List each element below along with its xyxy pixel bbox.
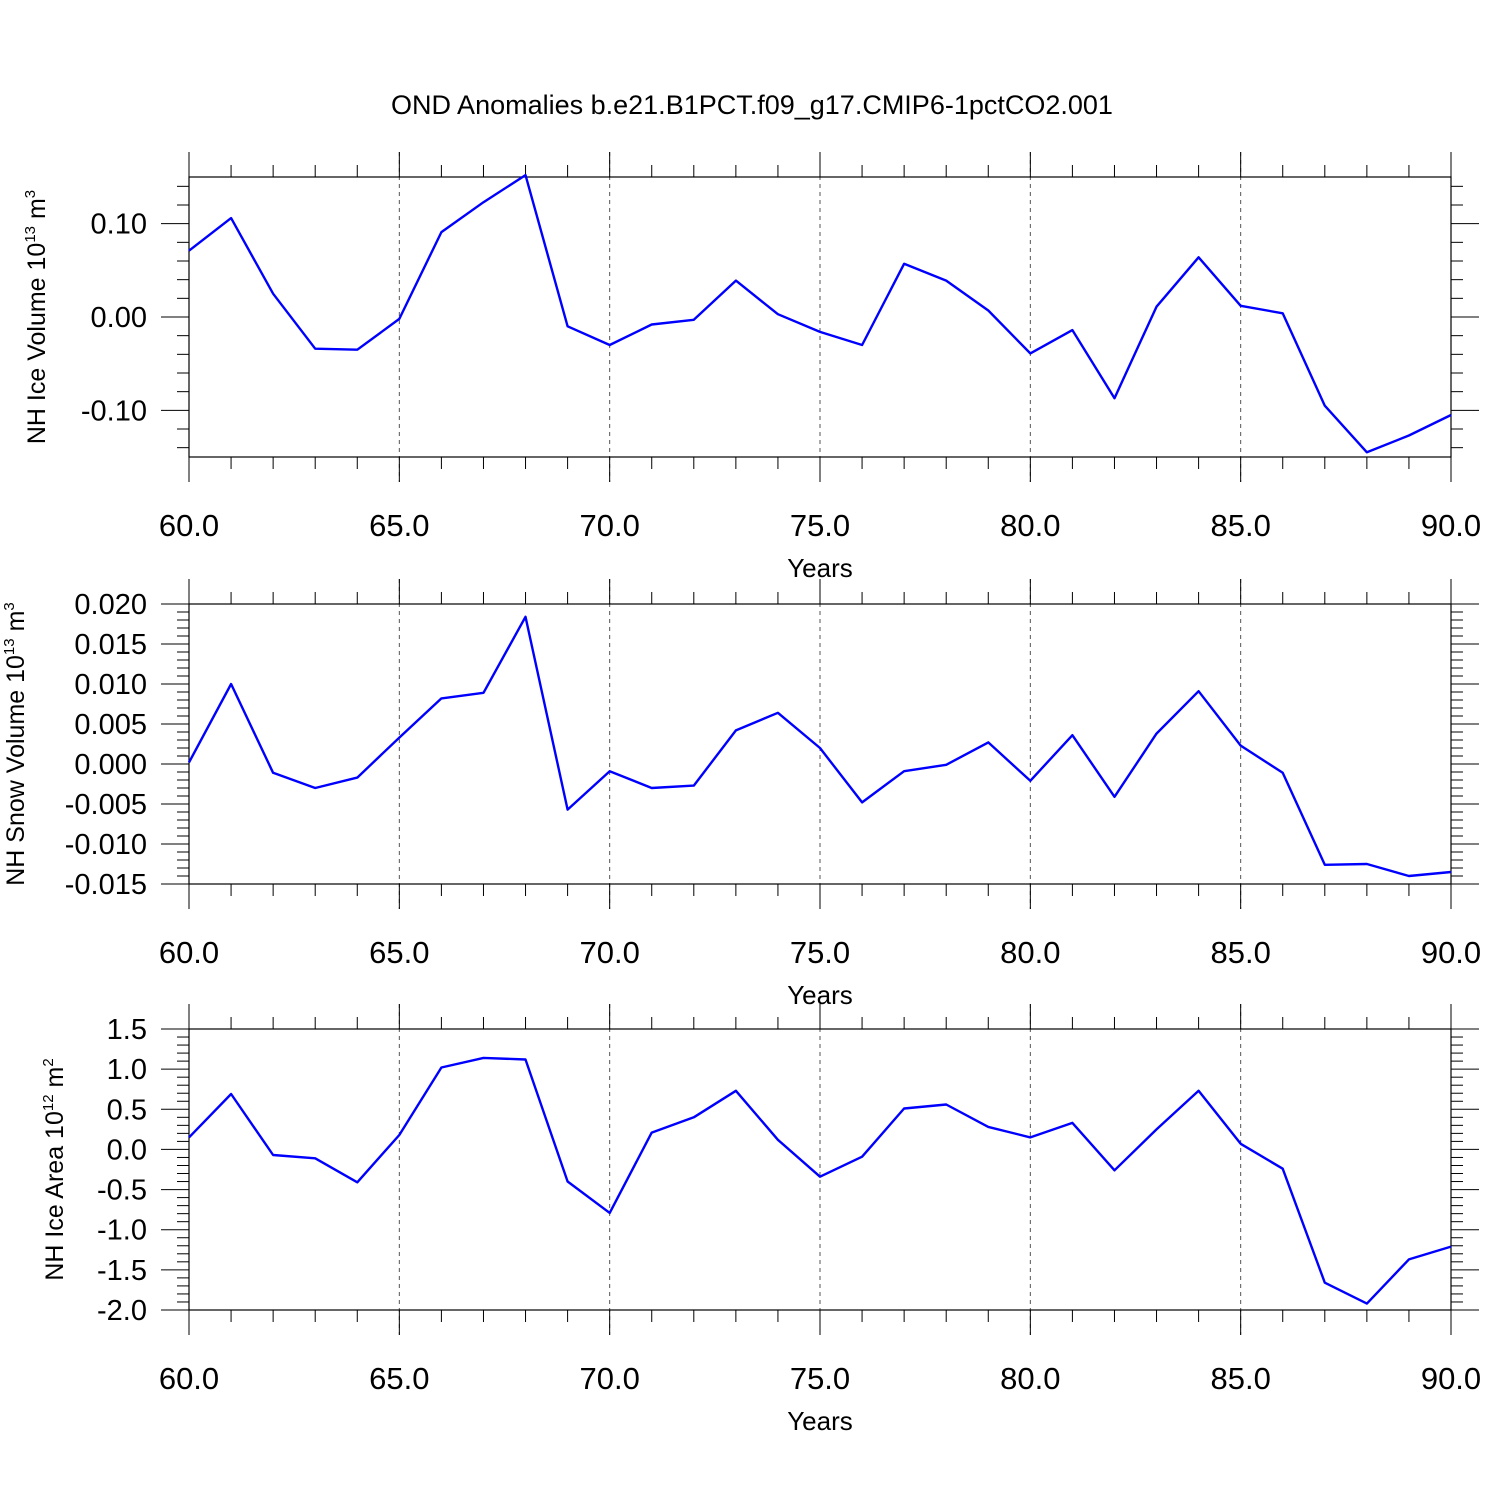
y-tick-label: 0.5 (107, 1094, 147, 1126)
x-tick-label: 75.0 (790, 1361, 850, 1396)
x-tick-label: 70.0 (579, 1361, 639, 1396)
x-tick-label: 60.0 (159, 508, 219, 543)
y-tick-label: -0.5 (97, 1175, 147, 1207)
panel-1: 60.0 65.0 70.0 75.0 80.0 85.0 90.0 -0.10 0.00 0.1… (22, 152, 1481, 583)
x-tick-label: 80.0 (1000, 1361, 1060, 1396)
y-tick-label: -0.010 (65, 829, 147, 861)
y-tick-label: 0.015 (74, 629, 147, 661)
y-axis-title-unit-exponent: 3 (1, 602, 18, 610)
series-line (187, 615, 1452, 878)
y-tick-label: 1.0 (107, 1054, 147, 1086)
y-tick-label: 0.010 (74, 669, 147, 701)
x-tick-label: 65.0 (369, 935, 429, 970)
plot-frame (188, 603, 1452, 885)
y-axis-title-exponent: 12 (40, 1094, 57, 1111)
y-axis-title: NH Snow Volume 1013 m3 (1, 602, 30, 886)
x-axis-title: Years (787, 1406, 853, 1436)
y-axis-title-unit: m (2, 611, 30, 639)
y-tick-label: -2.0 (97, 1295, 147, 1327)
y-tick-label: 0.000 (74, 749, 147, 781)
y-axis-title: NH Ice Volume 1013 m3 (22, 190, 51, 444)
y-axis-title: NH Ice Area 1012 m2 (40, 1058, 69, 1280)
y-tick-label: 1.5 (107, 1014, 147, 1046)
y-axis-title-unit-exponent: 3 (22, 190, 39, 198)
panel-2: 60.0 65.0 70.0 75.0 80.0 85.0 90.0 -0.015 -0.010… (1, 579, 1481, 1010)
y-axis-title-main: NH Ice Volume 10 (23, 243, 51, 445)
x-tick-label: 75.0 (790, 508, 850, 543)
y-tick-label: 0.0 (107, 1134, 147, 1166)
x-tick-label: 90.0 (1421, 508, 1481, 543)
y-axis-title-unit: m (23, 198, 51, 226)
x-tick-label: 85.0 (1210, 935, 1270, 970)
y-tick-label: 0.00 (91, 302, 147, 334)
x-tick-label: 90.0 (1421, 1361, 1481, 1396)
y-tick-label: -0.10 (81, 395, 147, 427)
x-tick-label: 70.0 (579, 935, 639, 970)
x-tick-label: 65.0 (369, 508, 429, 543)
y-axis-title-exponent: 13 (1, 638, 18, 655)
y-tick-label: -1.0 (97, 1215, 147, 1247)
x-tick-label: 80.0 (1000, 935, 1060, 970)
x-tick-label: 90.0 (1421, 935, 1481, 970)
x-tick-label: 85.0 (1210, 508, 1270, 543)
x-tick-label: 75.0 (790, 935, 850, 970)
series-line (188, 173, 1452, 454)
plot-frame (188, 1028, 1452, 1311)
y-tick-label: 0.005 (74, 709, 147, 741)
series-line (188, 1056, 1452, 1305)
y-axis-title-exponent: 13 (22, 226, 39, 243)
chart-title: OND Anomalies b.e21.B1PCT.f09_g17.CMIP6-… (391, 90, 1113, 120)
x-tick-label: 70.0 (579, 508, 639, 543)
x-tick-label: 60.0 (159, 1361, 219, 1396)
y-axis-title-main: NH Ice Area 10 (41, 1111, 69, 1281)
y-tick-label: -0.005 (65, 789, 147, 821)
plot-frame (188, 176, 1452, 458)
x-tick-label: 65.0 (369, 1361, 429, 1396)
y-tick-label: -0.015 (65, 869, 147, 901)
y-tick-label: 0.10 (91, 209, 147, 241)
panel-3: 60.0 65.0 70.0 75.0 80.0 85.0 90.0 -2.0 -1.5 -1.0… (40, 1004, 1481, 1436)
x-tick-label: 85.0 (1210, 1361, 1270, 1396)
y-axis-title-unit-exponent: 2 (40, 1058, 57, 1066)
x-tick-label: 60.0 (159, 935, 219, 970)
x-tick-label: 80.0 (1000, 508, 1060, 543)
y-axis-title-main: NH Snow Volume 10 (2, 655, 30, 886)
y-axis-title-unit: m (41, 1067, 69, 1095)
x-axis-title: Years (787, 553, 853, 583)
y-tick-label: -1.5 (97, 1255, 147, 1287)
y-tick-label: 0.020 (74, 589, 147, 621)
